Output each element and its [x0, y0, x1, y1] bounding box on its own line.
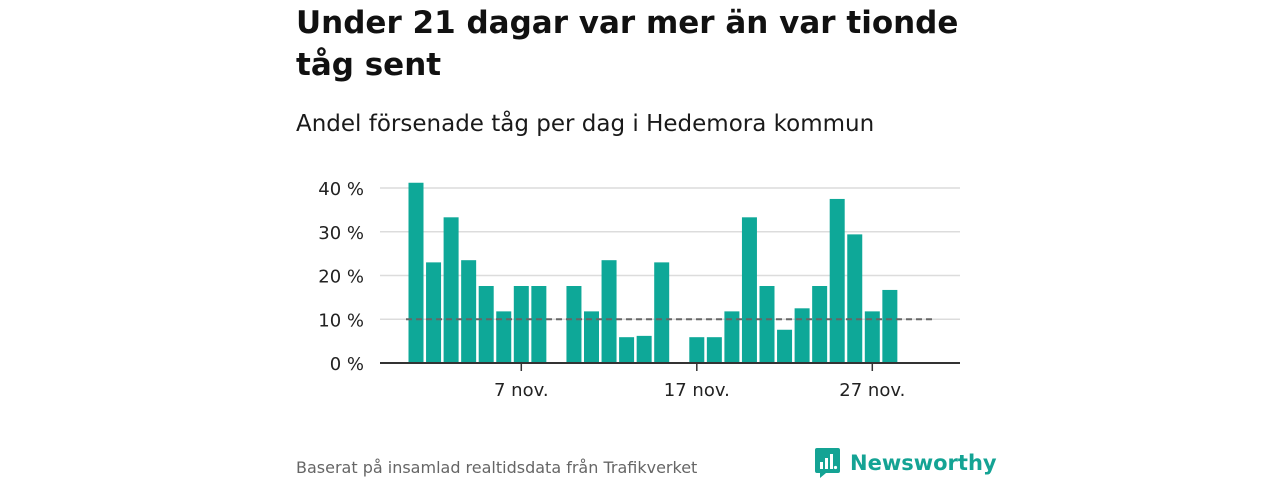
bar: [566, 286, 582, 363]
bar: [478, 286, 494, 363]
x-tick-label: 7 nov.: [494, 380, 549, 401]
bar: [706, 337, 722, 363]
chart-subtitle: Andel försenade tåg per dag i Hedemora k…: [296, 111, 875, 137]
bar: [408, 182, 424, 363]
bar: [689, 337, 705, 363]
y-tick-label: 0 %: [330, 354, 364, 375]
newsworthy-logo-icon: [815, 448, 840, 478]
x-tick-label: 17 nov.: [664, 380, 730, 401]
x-axis: 7 nov. 17 nov. 27 nov.: [380, 362, 960, 401]
bar: [461, 260, 477, 363]
bar: [601, 260, 617, 363]
bar: [829, 198, 845, 363]
bar: [864, 311, 880, 363]
bar: [777, 329, 793, 363]
bar: [741, 217, 757, 363]
bar: [496, 311, 512, 363]
y-tick-label: 40 %: [318, 179, 364, 200]
y-tick-label: 10 %: [318, 310, 364, 331]
bar: [636, 335, 652, 363]
bar: [531, 286, 547, 363]
bar: [794, 308, 810, 363]
bar: [759, 286, 775, 363]
brand-logo[interactable]: Newsworthy: [814, 446, 997, 480]
bar: [724, 311, 740, 363]
source-note: Baserat på insamlad realtidsdata från Tr…: [296, 458, 698, 477]
bar: [847, 234, 863, 363]
chart-title: Under 21 dagar var mer än var tionde tåg…: [296, 5, 959, 83]
bars: [408, 182, 898, 363]
y-axis-ticks: 0 % 10 % 20 % 30 % 40 %: [318, 179, 364, 375]
bar: [426, 262, 442, 363]
bar: [882, 289, 898, 363]
brand-name: Newsworthy: [850, 451, 997, 475]
bar: [584, 311, 599, 363]
bar: [654, 262, 670, 363]
y-tick-label: 30 %: [318, 223, 364, 244]
bar: [513, 286, 529, 363]
bar: [443, 217, 459, 363]
bar: [812, 286, 828, 363]
y-tick-label: 20 %: [318, 267, 364, 288]
x-tick-label: 27 nov.: [839, 380, 905, 401]
bar: [619, 337, 635, 363]
